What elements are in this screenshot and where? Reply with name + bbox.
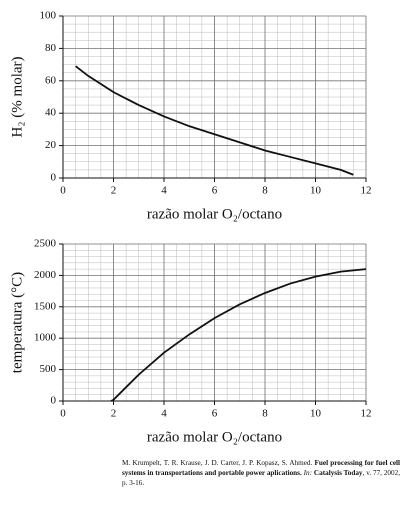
y-tick-label: 1500: [34, 300, 57, 312]
x-tick-label: 2: [111, 408, 117, 420]
citation-title: Fuel processing for fuel cell systems in…: [122, 459, 401, 477]
data-line: [110, 268, 367, 402]
citation-journal: Catalysis Today: [313, 469, 363, 477]
x-tick-label: 12: [361, 185, 372, 197]
y-tick-label: 2000: [34, 269, 57, 281]
citation-in: In:: [303, 469, 313, 477]
x-axis-label: razão molar O₂/octano: [147, 206, 282, 222]
y-tick-label: 100: [40, 10, 57, 22]
x-tick-label: 0: [60, 185, 66, 197]
y-tick-label: 80: [45, 42, 57, 54]
x-tick-label: 8: [262, 185, 268, 197]
y-tick-label: 500: [40, 363, 57, 375]
x-tick-label: 10: [310, 185, 322, 197]
y-axis-label: H₂ (% molar): [9, 56, 25, 137]
citation-details: , v. 77, 2002, p. 3-16.: [122, 469, 401, 487]
x-tick-label: 8: [262, 408, 268, 420]
y-tick-label: 0: [51, 172, 57, 184]
y-tick-label: 60: [45, 74, 57, 86]
x-tick-label: 6: [212, 185, 218, 197]
y-tick-label: 40: [45, 107, 57, 119]
data-line: [75, 65, 354, 176]
y-axis-label: temperatura (°C): [9, 272, 25, 373]
x-tick-label: 6: [212, 408, 218, 420]
citation-authors: M. Krumpelt, T. R. Krause, J. D. Carter,…: [122, 459, 313, 467]
y-tick-label: 2500: [34, 238, 57, 250]
x-tick-label: 12: [361, 408, 372, 420]
x-tick-label: 10: [310, 408, 322, 420]
x-tick-label: 4: [161, 185, 167, 197]
y-tick-label: 20: [45, 139, 57, 151]
x-tick-label: 4: [161, 408, 167, 420]
x-axis-label: razão molar O₂/octano: [147, 429, 282, 445]
x-tick-label: 0: [60, 408, 66, 420]
x-tick-label: 2: [111, 185, 117, 197]
y-tick-label: 1000: [34, 332, 57, 344]
y-tick-label: 0: [51, 395, 57, 407]
citation: M. Krumpelt, T. R. Krause, J. D. Carter,…: [122, 458, 400, 488]
